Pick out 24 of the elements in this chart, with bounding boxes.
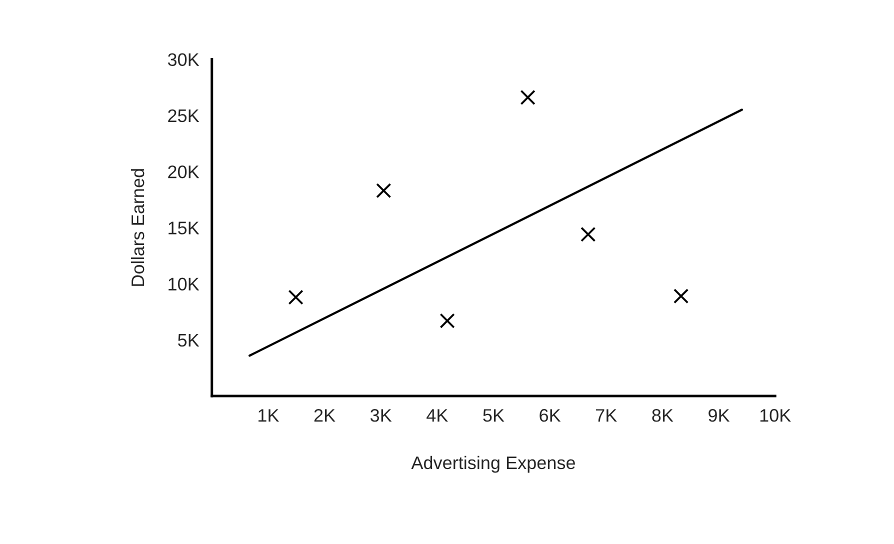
point (288, 290, 304, 305)
x-tick-label: 3K (370, 409, 392, 422)
y-tick-label: 20K (168, 165, 200, 178)
y-tick-label: 25K (168, 109, 200, 122)
x-tick-label: 5K (483, 409, 504, 422)
point (520, 90, 536, 106)
y-tick-label: 30K (168, 53, 200, 66)
x-tick-label: 1K (258, 409, 280, 422)
point (673, 288, 689, 304)
x-tick-label: 2K (314, 409, 336, 422)
x-tick-label: 8K (652, 409, 674, 422)
y-tick-label: 10K (168, 278, 200, 291)
x-tick-label: 7K (596, 409, 617, 422)
point (580, 226, 596, 242)
x-tick-label: 4K (426, 409, 448, 422)
y-axis-title: Dollars Earned (130, 169, 144, 286)
x-tick-label: 10K (760, 409, 791, 422)
y-tick-label: 15K (168, 222, 200, 234)
y-tick-label: 5K (178, 334, 200, 347)
point (376, 183, 392, 198)
point (440, 313, 455, 328)
x-tick-label: 6K (540, 409, 561, 422)
x-axis-title: Advertising Expense (411, 456, 575, 473)
x-tick-label: 9K (708, 409, 730, 422)
